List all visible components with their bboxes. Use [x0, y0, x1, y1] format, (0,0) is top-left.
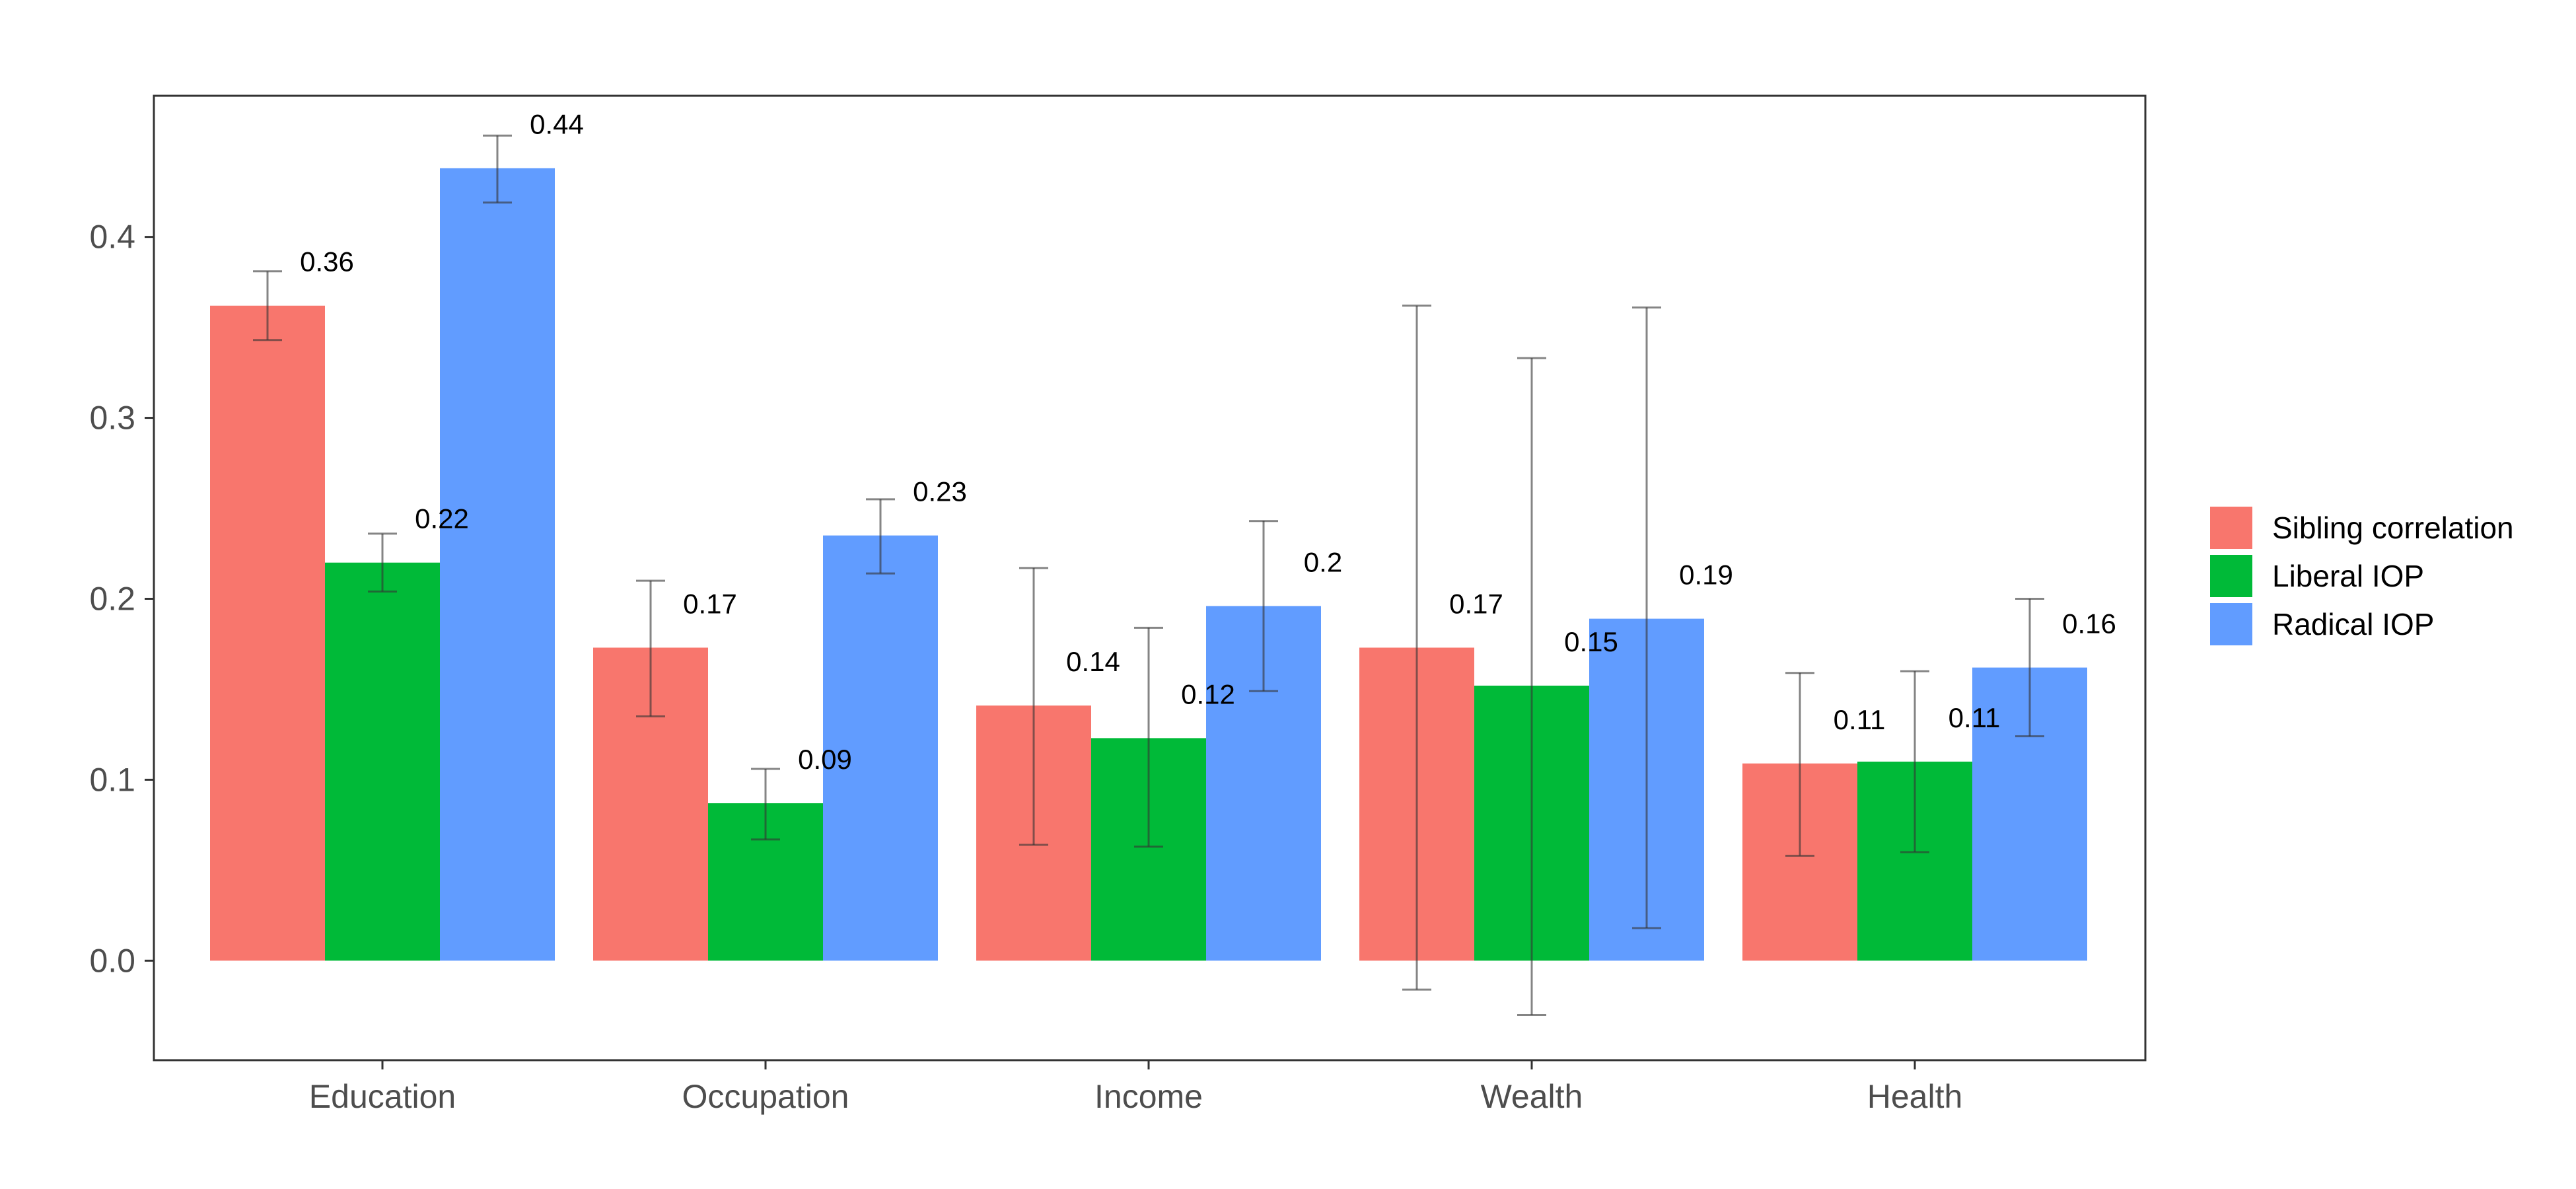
data-label-income-2: 0.2	[1304, 546, 1342, 577]
error-bar-education-2	[483, 134, 512, 204]
bar-education-0	[210, 305, 325, 961]
data-label-income-1: 0.12	[1181, 678, 1235, 709]
error-bar-health-0	[1785, 672, 1814, 857]
data-label-health-0: 0.11	[1834, 704, 1886, 735]
x-tick-label-income: Income	[1094, 1078, 1203, 1115]
error-bar-wealth-0	[1402, 305, 1431, 991]
x-tick-label-wealth: Wealth	[1481, 1078, 1583, 1115]
legend-label-0: Sibling correlation	[2272, 511, 2514, 545]
error-bar-wealth-2	[1632, 306, 1661, 929]
data-label-wealth-1: 0.15	[1564, 626, 1618, 657]
error-bar-health-1	[1900, 670, 1929, 853]
y-tick-label: 0.4	[89, 219, 135, 256]
data-label-income-0: 0.14	[1066, 646, 1120, 677]
y-tick-label: 0.1	[89, 761, 135, 798]
bar-education-2	[440, 168, 555, 961]
error-bar-occupation-2	[866, 498, 895, 575]
legend-key-1	[2210, 555, 2252, 597]
data-labels-layer: 0.36 0.22 0.44 0.17 0.09 0.23 0.14 0.12 0.2 0.17 0…	[300, 109, 2116, 775]
data-label-wealth-0: 0.17	[1449, 588, 1503, 619]
legend-key-0	[2210, 507, 2252, 549]
data-label-education-1: 0.22	[415, 503, 469, 534]
y-tick-label: 0.3	[89, 400, 135, 437]
bar-occupation-2	[823, 535, 938, 961]
legend-label-2: Radical IOP	[2272, 607, 2434, 641]
data-label-occupation-2: 0.23	[913, 476, 967, 507]
error-bar-occupation-0	[636, 579, 665, 718]
bar-education-1	[325, 562, 440, 961]
error-bars-layer	[253, 134, 2044, 1017]
legend-label-1: Liberal IOP	[2272, 559, 2424, 593]
data-label-health-1: 0.11	[1949, 702, 2001, 733]
error-bar-health-2	[2015, 598, 2044, 738]
error-bar-occupation-1	[751, 768, 780, 841]
error-bar-education-1	[368, 532, 397, 593]
legend: Sibling correlation Liberal IOP Radical IO…	[2210, 507, 2514, 645]
y-axis: 0.0 0.1 0.2 0.3 0.4	[89, 219, 154, 979]
error-bar-income-2	[1249, 520, 1278, 692]
error-bar-income-1	[1134, 626, 1163, 848]
data-label-education-2: 0.44	[530, 109, 584, 140]
y-tick-label: 0.2	[89, 581, 135, 618]
error-bar-wealth-1	[1517, 357, 1546, 1017]
error-bar-education-0	[253, 270, 282, 342]
error-bar-income-0	[1019, 567, 1048, 846]
data-label-occupation-1: 0.09	[798, 744, 852, 775]
x-tick-label-health: Health	[1867, 1078, 1963, 1115]
y-tick-label: 0.0	[89, 942, 135, 979]
data-label-health-2: 0.16	[2062, 608, 2116, 639]
data-label-education-0: 0.36	[300, 246, 354, 277]
x-tick-label-education: Education	[309, 1078, 456, 1115]
legend-key-2	[2210, 603, 2252, 645]
x-tick-label-occupation: Occupation	[682, 1078, 849, 1115]
data-label-occupation-0: 0.17	[683, 588, 737, 619]
x-axis: Education Occupation Income Wealth Health	[309, 1060, 1962, 1115]
data-label-wealth-2: 0.19	[1679, 559, 1733, 591]
